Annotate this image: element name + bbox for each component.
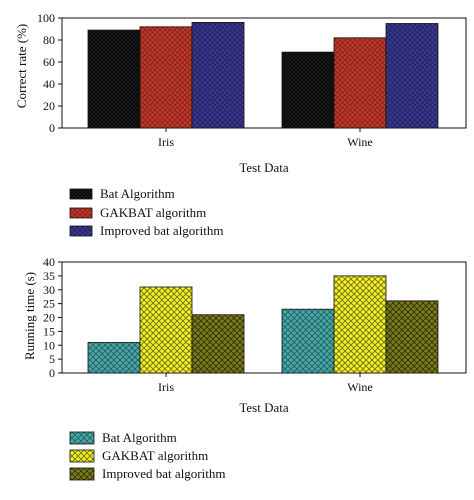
running-time-y-tick-label: 40 xyxy=(43,255,55,269)
correct-rate-bar-gakbat-algorithm-wine xyxy=(333,37,387,129)
legend-label-gakbat-algorithm: GAKBAT algorithm xyxy=(102,448,208,463)
correct-rate-y-axis-title: Correct rate (%) xyxy=(14,24,29,108)
correct-rate-x-tick-label-iris: Iris xyxy=(158,135,174,149)
running-time-bar-bat-algorithm-wine xyxy=(281,308,335,374)
correct-rate-bar-improved-bat-algorithm-iris xyxy=(191,21,245,129)
correct-rate-x-tick-label-wine: Wine xyxy=(347,135,373,149)
correct-rate-y-tick-label: 20 xyxy=(43,99,55,113)
correct-rate-plot-area: 0 20 40 60 80 100 Iris Wine xyxy=(37,11,467,149)
running-time-bar-gakbat-algorithm-iris xyxy=(139,286,193,374)
running-time-legend: Bat Algorithm GAKBAT algorithm Improved … xyxy=(69,430,225,481)
running-time-y-tick-label: 0 xyxy=(49,366,55,380)
running-time-y-axis-title: Running time (s) xyxy=(22,272,37,360)
running-time-x-tick-label-iris: Iris xyxy=(158,380,174,394)
correct-rate-plot-frame xyxy=(61,17,467,129)
legend-swatch-improved-bat-algorithm xyxy=(69,225,93,237)
running-time-x-tick-label-wine: Wine xyxy=(347,380,373,394)
legend-label-gakbat-algorithm: GAKBAT algorithm xyxy=(100,205,206,220)
running-time-bar-bat-algorithm-iris xyxy=(87,342,141,374)
legend-swatch-gakbat-algorithm xyxy=(69,449,95,463)
running-time-y-tick-label: 15 xyxy=(43,324,55,338)
running-time-y-tick-label: 10 xyxy=(43,338,55,352)
running-time-x-axis-title: Test Data xyxy=(239,400,288,415)
correct-rate-y-tick-label: 100 xyxy=(37,11,55,25)
running-time-bar-gakbat-algorithm-wine xyxy=(333,275,387,374)
correct-rate-bar-bat-algorithm-iris xyxy=(87,29,141,129)
legend-label-bat-algorithm: Bat Algorithm xyxy=(100,186,175,201)
legend-swatch-improved-bat-algorithm xyxy=(69,467,95,481)
legend-swatch-bat-algorithm xyxy=(69,431,95,445)
running-time-y-tick-label: 30 xyxy=(43,283,55,297)
running-time-y-tick-label: 20 xyxy=(43,311,55,325)
correct-rate-y-tick-label: 60 xyxy=(43,55,55,69)
legend-swatch-bat-algorithm xyxy=(69,188,93,200)
running-time-y-tick-label: 35 xyxy=(43,269,55,283)
correct-rate-bar-bat-algorithm-wine xyxy=(281,51,335,129)
running-time-bar-improved-bat-algorithm-iris xyxy=(191,314,245,374)
running-time-y-tick-label: 5 xyxy=(49,352,55,366)
correct-rate-y-tick-label: 40 xyxy=(43,77,55,91)
legend-label-improved-bat-algorithm: Improved bat algorithm xyxy=(102,466,225,481)
legend-label-improved-bat-algorithm: Improved bat algorithm xyxy=(100,223,223,238)
correct-rate-x-axis-title: Test Data xyxy=(239,160,288,175)
legend-swatch-gakbat-algorithm xyxy=(69,207,93,219)
correct-rate-chart: 0 20 40 60 80 100 Iris Wine Correct rate (%) Te… xyxy=(14,11,467,238)
running-time-y-tick-label: 25 xyxy=(43,297,55,311)
correct-rate-legend: Bat Algorithm GAKBAT algorithm Improved … xyxy=(69,186,223,238)
legend-label-bat-algorithm: Bat Algorithm xyxy=(102,430,177,445)
correct-rate-y-tick-label: 80 xyxy=(43,33,55,47)
running-time-bar-improved-bat-algorithm-wine xyxy=(385,300,439,374)
correct-rate-bar-gakbat-algorithm-iris xyxy=(139,26,193,129)
correct-rate-y-tick-label: 0 xyxy=(49,121,55,135)
correct-rate-bar-improved-bat-algorithm-wine xyxy=(385,23,439,129)
